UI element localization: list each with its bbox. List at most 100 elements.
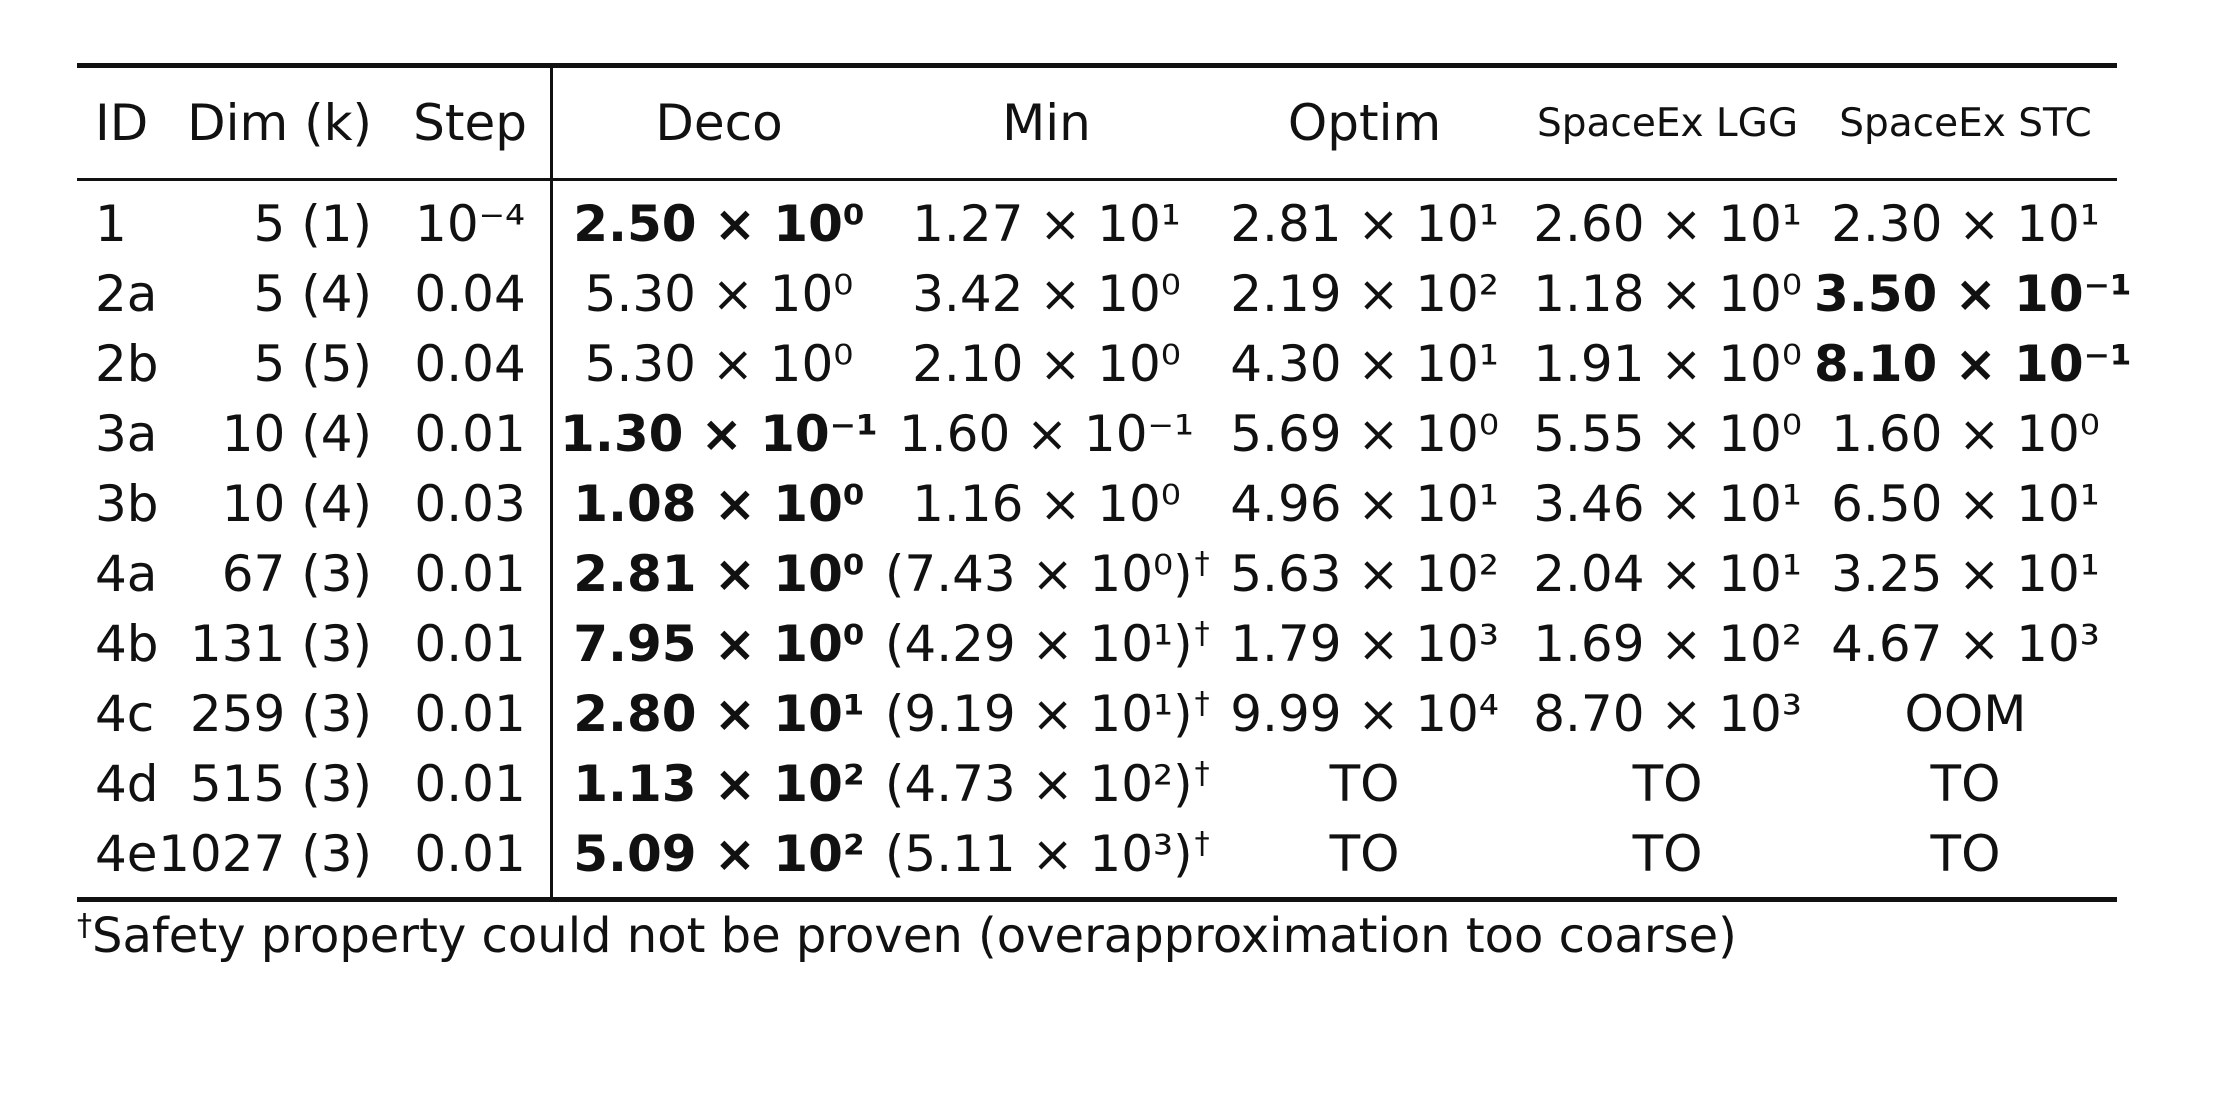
cell-deco: 1.08 × 10⁰ xyxy=(552,469,885,539)
header-id: ID xyxy=(95,94,149,152)
cell-spaceex-stc-value: 1.60 × 10⁰ xyxy=(1831,405,2100,463)
cell-spaceex-lgg: 1.18 × 10⁰ xyxy=(1521,259,1814,329)
cell-spaceex-lgg-value: 2.60 × 10¹ xyxy=(1533,195,1802,253)
cell-optim: 9.99 × 10⁴ xyxy=(1208,679,1521,749)
cell-spaceex-stc-value: 6.50 × 10¹ xyxy=(1831,475,2100,533)
cell-spaceex-lgg: TO xyxy=(1521,749,1814,819)
cell-id: 4c xyxy=(77,679,158,749)
dagger-marker: † xyxy=(1194,756,1210,792)
cell-id-value: 4c xyxy=(95,685,155,743)
cell-dim-value: 5 (1) xyxy=(253,195,373,253)
header-deco: Deco xyxy=(655,94,783,152)
cell-dim: 5 (1) xyxy=(158,181,390,259)
cell-optim-value: 4.96 × 10¹ xyxy=(1230,475,1499,533)
cell-id: 3a xyxy=(77,399,158,469)
cell-spaceex-stc-value: TO xyxy=(1930,825,2001,883)
cell-spaceex-lgg-value: 2.04 × 10¹ xyxy=(1533,545,1802,603)
cell-deco-value: 1.13 × 10² xyxy=(573,755,865,813)
cell-spaceex-stc: 1.60 × 10⁰ xyxy=(1814,399,2117,469)
header-spaceex-stc: SpaceEx STC xyxy=(1839,100,2092,146)
cell-id-value: 4b xyxy=(95,615,159,673)
cell-spaceex-stc: 3.25 × 10¹ xyxy=(1814,539,2117,609)
cell-spaceex-stc: 8.10 × 10⁻¹ xyxy=(1814,329,2132,399)
cell-spaceex-lgg-value: 3.46 × 10¹ xyxy=(1533,475,1802,533)
cell-deco: 1.30 × 10⁻¹ xyxy=(552,399,885,469)
cell-dim: 1027 (3) xyxy=(158,819,390,897)
cell-id: 4e xyxy=(77,819,158,897)
cell-optim-value: TO xyxy=(1329,825,1400,883)
cell-min-value: 1.27 × 10¹ xyxy=(912,195,1181,253)
cell-min: (4.29 × 10¹)† xyxy=(885,609,1210,679)
cell-min: 1.60 × 10⁻¹ xyxy=(885,399,1208,469)
cell-step-value: 0.03 xyxy=(414,475,526,533)
cell-spaceex-lgg-value: 8.70 × 10³ xyxy=(1533,685,1802,743)
cell-step-value: 0.01 xyxy=(414,545,526,603)
cell-step: 0.01 xyxy=(390,399,554,469)
cell-spaceex-stc-value: TO xyxy=(1930,755,2001,813)
cell-spaceex-lgg-value: 1.91 × 10⁰ xyxy=(1533,335,1802,393)
cell-step-value: 0.01 xyxy=(414,405,526,463)
cell-id: 4d xyxy=(77,749,159,819)
dagger-marker: † xyxy=(1194,826,1210,862)
cell-spaceex-lgg: 5.55 × 10⁰ xyxy=(1521,399,1814,469)
cell-spaceex-stc: TO xyxy=(1814,819,2117,897)
cell-spaceex-stc: 2.30 × 10¹ xyxy=(1814,181,2117,259)
cell-spaceex-stc: OOM xyxy=(1814,679,2117,749)
cell-min: 2.10 × 10⁰ xyxy=(885,329,1208,399)
cell-deco-value: 2.80 × 10¹ xyxy=(573,685,865,743)
cell-step-value: 10⁻⁴ xyxy=(415,195,526,253)
cell-optim: 2.19 × 10² xyxy=(1208,259,1521,329)
cell-step: 10⁻⁴ xyxy=(390,181,554,259)
cell-spaceex-stc: 6.50 × 10¹ xyxy=(1814,469,2117,539)
header-optim: Optim xyxy=(1287,94,1442,152)
cell-deco: 5.30 × 10⁰ xyxy=(552,329,885,399)
results-table-body: 1 5 (1) 10⁻⁴ 2.50 × 10⁰ 1.27 × 10¹ 2.81 × 10¹… xyxy=(77,181,2132,897)
cell-optim-value: 2.81 × 10¹ xyxy=(1230,195,1499,253)
cell-optim: 2.81 × 10¹ xyxy=(1208,181,1521,259)
top-rule xyxy=(77,63,2117,68)
table-row: 2b 5 (5) 0.04 5.30 × 10⁰ 2.10 × 10⁰ 4.30 × 10… xyxy=(77,329,2132,399)
cell-dim: 515 (3) xyxy=(158,749,390,819)
cell-spaceex-lgg: TO xyxy=(1521,819,1814,897)
header-step: Step xyxy=(390,68,554,178)
footnote: †Safety property could not be proven (ov… xyxy=(77,908,2117,964)
cell-spaceex-stc: TO xyxy=(1814,749,2117,819)
cell-spaceex-lgg: 1.91 × 10⁰ xyxy=(1521,329,1814,399)
cell-dim-value: 515 (3) xyxy=(189,755,373,813)
cell-step: 0.04 xyxy=(390,259,554,329)
cell-min: 1.16 × 10⁰ xyxy=(885,469,1208,539)
cell-id: 2b xyxy=(77,329,159,399)
cell-id-value: 3b xyxy=(95,475,159,533)
cell-step-value: 0.01 xyxy=(414,825,526,883)
table-row: 4a 67 (3) 0.01 2.81 × 10⁰ (7.43 × 10⁰)† 5.63 … xyxy=(77,539,2117,609)
footnote-text: Safety property could not be proven (ove… xyxy=(92,908,1737,964)
cell-min-value: (5.11 × 10³) xyxy=(884,825,1193,883)
cell-step-value: 0.01 xyxy=(414,685,526,743)
cell-spaceex-lgg: 3.46 × 10¹ xyxy=(1521,469,1814,539)
cell-spaceex-lgg-value: 1.18 × 10⁰ xyxy=(1533,265,1802,323)
cell-id: 1 xyxy=(77,181,158,259)
cell-optim: 1.79 × 10³ xyxy=(1208,609,1521,679)
cell-min-value: 2.10 × 10⁰ xyxy=(912,335,1181,393)
cell-dim: 67 (3) xyxy=(158,539,390,609)
table-row: 3a 10 (4) 0.01 1.30 × 10⁻¹ 1.60 × 10⁻¹ 5.69 ×… xyxy=(77,399,2117,469)
cell-step: 0.01 xyxy=(390,609,554,679)
cell-dim-value: 1027 (3) xyxy=(158,825,373,883)
cell-deco-value: 7.95 × 10⁰ xyxy=(573,615,865,673)
cell-deco: 5.30 × 10⁰ xyxy=(552,259,885,329)
cell-deco: 5.09 × 10² xyxy=(552,819,885,897)
cell-spaceex-stc: 4.67 × 10³ xyxy=(1814,609,2117,679)
table-row: 4c 259 (3) 0.01 2.80 × 10¹ (9.19 × 10¹)† 9.99… xyxy=(77,679,2117,749)
cell-step-value: 0.01 xyxy=(414,615,526,673)
cell-optim: 4.96 × 10¹ xyxy=(1208,469,1521,539)
cell-min: (9.19 × 10¹)† xyxy=(885,679,1210,749)
cell-step-value: 0.04 xyxy=(414,335,526,393)
cell-deco-value: 1.30 × 10⁻¹ xyxy=(560,405,878,463)
header-min: Min xyxy=(1002,94,1091,152)
cell-id-value: 1 xyxy=(95,195,127,253)
cell-optim-value: 5.63 × 10² xyxy=(1230,545,1499,603)
cell-min: (7.43 × 10⁰)† xyxy=(885,539,1210,609)
header-rule xyxy=(77,178,2117,181)
cell-min-value: 1.60 × 10⁻¹ xyxy=(898,405,1194,463)
cell-min: (4.73 × 10²)† xyxy=(885,749,1210,819)
